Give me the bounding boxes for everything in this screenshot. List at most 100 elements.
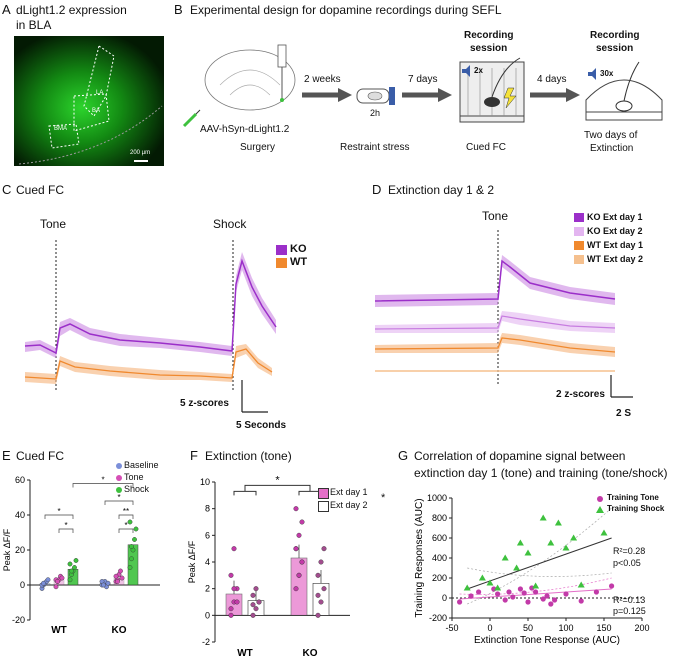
tone-point [510,594,516,600]
y-tick-label: 600 [432,533,447,543]
speaker-1-label: 2x [474,66,483,75]
y-tick-label: 0 [20,580,25,590]
shock-point [577,581,585,588]
tone-point [468,593,474,599]
data-point [129,556,134,562]
legend-ext1-swatch [318,488,329,499]
data-point [321,586,327,592]
extinction-label-2: Extinction [590,143,634,154]
shock-point [463,584,471,591]
restraint-tube-icon [356,87,395,105]
legend-training-tone-label: Training Tone [607,493,659,502]
tone-point [533,589,539,595]
arrow-1-label: 2 weeks [304,74,341,85]
legend-ko-swatch-c [276,245,287,255]
shock-label-c: Shock [213,217,247,231]
panel-f-title: Extinction (tone) [205,449,292,463]
data-point [118,568,123,574]
recording-1-title: Recording [464,30,514,41]
data-point [41,580,46,586]
data-point [55,579,60,584]
legend-training-shock-marker [596,506,604,513]
data-point [253,606,259,612]
data-point [296,532,302,538]
y-tick-label: 0 [205,610,210,620]
legend-ko-label-c: KO [290,243,307,255]
speaker-2-label: 30x [600,69,614,78]
scale-y-label-d: 2 z-scores [556,389,605,400]
virus-label: AAV-hSyn-dLight1.2 [200,124,290,135]
label-bma: BMA [54,126,68,132]
tone-point [578,598,584,604]
sig-wt-base-shock [44,514,74,519]
chart-g: -200 0 200 400 600 800 1000 -50 0 50 100 150 200 Exti… [414,493,650,646]
tone-point [502,597,508,603]
legend-shock-label: Shock [124,484,150,494]
data-point [101,582,106,588]
data-point [318,559,324,565]
speaker-icon-1 [462,65,470,77]
data-point [119,575,125,581]
panel-e-title: Cued FC [16,449,65,463]
legend-wt-ext1-swatch [574,241,584,250]
sig-wt-ko-shock [72,483,134,488]
shock-point [524,549,532,556]
data-point [293,586,299,592]
label-ba: BA [92,108,101,114]
y-tick-label: 200 [432,573,447,583]
x-tick-label: KO [112,625,127,636]
shock-point [494,584,502,591]
legend-significance: * [381,492,386,504]
x-tick-label: 50 [523,623,533,633]
legend-baseline-dot [116,463,122,469]
tone-point [495,591,501,597]
shock-point [539,514,547,521]
panel-d-title: Extinction day 1 & 2 [388,183,495,197]
sig-bracket-wt [233,490,257,496]
data-point [315,612,321,618]
tone-label-c: Tone [40,217,67,231]
shock-point [562,544,570,551]
y-tick-label: 800 [432,513,447,523]
panel-f-letter: F [190,448,198,463]
data-point [45,577,51,583]
data-point [299,559,305,565]
data-point [321,546,327,552]
cued-fc-label: Cued FC [466,142,507,153]
brain-slice-image: LA BA BMA 200 µm [14,36,164,166]
panel-c-letter: C [2,182,12,197]
surgery-label: Surgery [240,142,276,153]
arrow-3-label: 4 days [537,74,567,85]
ko-trace-band [25,252,276,358]
y-axis-label: Peak ΔF/F [2,528,12,571]
panel-a-title: dLight1.2 expression [16,3,127,17]
panel-e-letter: E [2,448,11,463]
trace-plot-c [24,240,277,413]
panel-b-letter: B [174,2,183,17]
legend-wt-ext2-label: WT Ext day 2 [587,254,644,264]
x-axis-label: Extinction Tone Response (AUC) [474,635,620,646]
x-tick-label: 200 [634,623,649,633]
shock-point [486,579,494,586]
data-point [113,573,119,579]
sig-ko-extra-label: * [124,521,127,530]
data-point [72,565,77,570]
panel-a-subtitle: in BLA [16,18,52,32]
y-axis-label: Training Responses (AUC) [414,498,425,617]
y-tick-label: -200 [429,613,447,623]
legend-ko-ext1-swatch [574,213,584,222]
bar-ko-ext1 [290,557,308,616]
tone-point [457,599,463,605]
extinction-label-1: Two days of [584,130,638,141]
data-point [231,586,237,592]
shock-point [513,564,521,571]
data-point [59,575,65,581]
wt-trace-band [25,344,272,384]
y-axis-label: Peak ΔF/F [187,540,197,583]
scale-x-label-c: 5 Seconds [236,420,287,431]
scale-x-label-d: 2 S [616,408,632,419]
sig-genotype-label: * [275,474,280,486]
legend-tone-dot [116,475,122,481]
y-tick-label: 60 [15,475,25,485]
